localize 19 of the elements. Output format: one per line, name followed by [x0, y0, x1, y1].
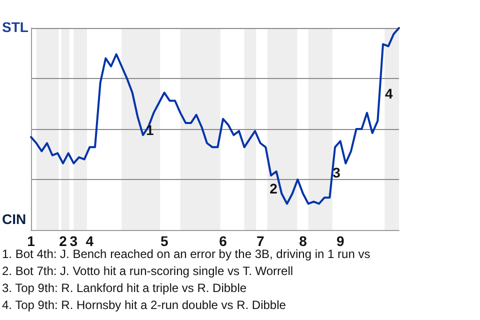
- text: STL: [2, 19, 29, 35]
- x-tick-label: 5: [160, 233, 168, 249]
- annotation: 4: [385, 86, 393, 102]
- x-tick-label: 3: [70, 233, 78, 249]
- text: 4. Top 9th: R. Hornsby hit a 2-run double vs R. Dibble: [2, 298, 286, 312]
- x-tick-label: 9: [336, 233, 344, 249]
- text: 3. Top 9th: R. Lankford hit a triple vs R. Dibble: [2, 281, 247, 295]
- annotation: 2: [270, 180, 278, 197]
- annotation: 3: [332, 164, 341, 180]
- text: 1. Bot 4th: J. Bench reached on an error by the 3B, driving in 1 run vs: [2, 247, 370, 261]
- text: 2. Bot 7th: J. Votto hit a run-scoring single vs T. Worrell: [2, 264, 294, 278]
- x-tick-label: 7: [256, 233, 264, 249]
- annotation: 1: [146, 122, 154, 138]
- x-tick-label: 1: [27, 233, 36, 249]
- text: CIN: [2, 211, 26, 227]
- x-tick-label: 4: [86, 233, 94, 249]
- x-tick-label: 6: [219, 233, 228, 249]
- x-tick-label: 2: [59, 233, 68, 249]
- x-tick-label: 8: [299, 233, 308, 249]
